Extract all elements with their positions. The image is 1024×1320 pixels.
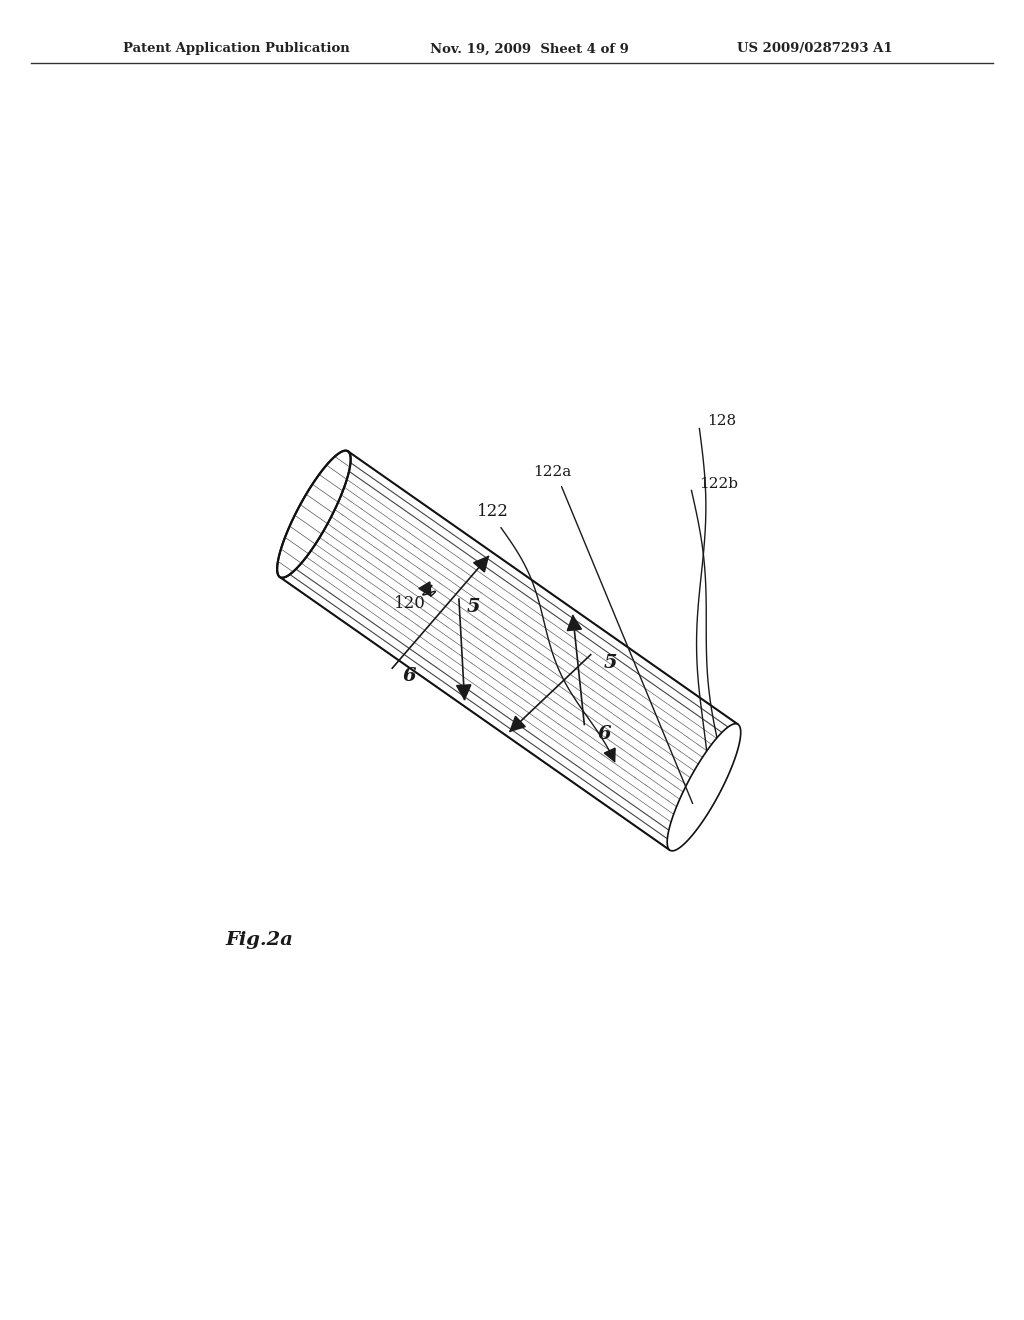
Text: 122b: 122b [699,477,738,491]
Text: 128: 128 [708,413,736,428]
Text: 122a: 122a [534,465,571,479]
Text: 120: 120 [394,594,426,611]
Text: Patent Application Publication: Patent Application Publication [123,42,349,55]
Text: 6: 6 [402,667,417,685]
Polygon shape [668,723,740,851]
Polygon shape [419,582,431,597]
Text: Fig.2a: Fig.2a [225,932,293,949]
Text: Nov. 19, 2009  Sheet 4 of 9: Nov. 19, 2009 Sheet 4 of 9 [430,42,629,55]
Polygon shape [604,748,615,762]
Text: 5: 5 [604,653,617,672]
Polygon shape [510,717,525,731]
Polygon shape [457,685,471,700]
Text: 122: 122 [477,503,509,520]
Polygon shape [474,557,488,572]
Text: US 2009/0287293 A1: US 2009/0287293 A1 [737,42,893,55]
Text: 5: 5 [466,598,480,616]
Polygon shape [567,615,582,631]
Polygon shape [278,450,350,578]
Text: 6: 6 [597,725,611,743]
